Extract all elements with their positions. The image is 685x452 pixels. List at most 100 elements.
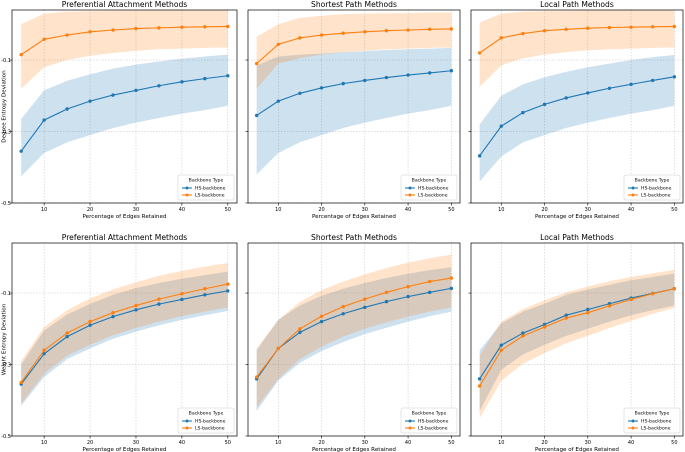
legend-box — [623, 407, 681, 434]
data-point-ls — [203, 287, 207, 291]
x-tick-label: 20 — [541, 440, 547, 446]
data-point-ls — [449, 27, 454, 31]
series-line-ls — [20, 283, 228, 383]
data-point-hs — [226, 74, 230, 78]
data-point-ls — [499, 348, 503, 352]
legend-marker-hs — [631, 186, 635, 190]
x-tick-label: 40 — [628, 207, 634, 213]
data-point-hs — [406, 73, 410, 77]
panel-title: Local Path Methods — [540, 0, 614, 9]
y-tick-label: -0.1 — [1, 58, 11, 64]
data-point-ls — [629, 25, 633, 29]
data-point-hs — [319, 86, 324, 90]
data-point-ls — [180, 292, 184, 296]
x-tick-label: 50 — [671, 207, 677, 213]
data-point-ls — [542, 29, 547, 33]
data-point-ls — [521, 31, 525, 36]
confidence-band-hs — [479, 55, 675, 182]
data-point-ls — [651, 292, 655, 296]
y-tick-label: -0.1 — [1, 291, 11, 297]
x-tick-label: 50 — [225, 440, 231, 446]
x-tick-label: 30 — [585, 440, 591, 446]
y-axis-label: Degree Entropy Deviation — [2, 70, 8, 143]
data-point-ls — [607, 304, 612, 308]
data-point-ls — [651, 25, 655, 29]
x-axis-label: Percentage of Edges Retained — [535, 447, 619, 452]
x-tick-label: 20 — [541, 207, 547, 213]
data-point-hs — [19, 149, 23, 153]
legend-marker-ls — [631, 426, 635, 430]
data-point-ls — [477, 51, 482, 55]
x-tick-label: 30 — [133, 207, 139, 213]
x-tick-label: 30 — [362, 440, 368, 446]
legend-marker-hs — [185, 186, 189, 190]
confidence-band-hs — [21, 271, 228, 406]
series-line-ls — [256, 277, 452, 378]
data-point-ls — [88, 30, 92, 34]
legend-marker-hs — [408, 186, 412, 190]
panel-title: Shortest Path Methods — [311, 233, 397, 242]
confidence-band-ls — [479, 269, 675, 419]
x-tick-label: 50 — [225, 207, 231, 213]
data-point-ls — [134, 303, 138, 308]
x-tick-label: 20 — [87, 440, 93, 446]
data-point-hs — [499, 124, 503, 128]
confidence-band-ls — [256, 254, 452, 408]
x-tick-label: 20 — [318, 207, 324, 213]
data-point-hs — [157, 84, 161, 88]
data-point-ls — [607, 25, 612, 30]
data-point-hs — [42, 352, 46, 356]
y-tick-label: -0.3 — [1, 129, 11, 135]
data-point-ls — [203, 25, 207, 29]
legend-label-ls: LS-backbone — [641, 193, 671, 199]
data-point-hs — [607, 86, 612, 90]
data-point-ls — [42, 348, 46, 352]
legend-title: Backbone Type — [189, 178, 224, 184]
legend-label-ls: LS-backbone — [195, 426, 225, 432]
x-tick-label: 10 — [41, 440, 47, 446]
x-axis-label: Percentage of Edges Retained — [535, 214, 619, 220]
y-tick-label: -0.3 — [1, 362, 11, 368]
series-line-ls — [479, 25, 675, 54]
legend-box — [400, 407, 458, 434]
x-axis-label: Percentage of Edges Retained — [83, 214, 167, 220]
data-point-ls — [341, 31, 345, 35]
data-point-ls — [363, 297, 367, 301]
x-tick-label: 50 — [448, 440, 454, 446]
legend-label-hs: HS-backbone — [641, 186, 672, 192]
x-tick-label: 30 — [133, 440, 139, 446]
data-point-hs — [499, 343, 503, 347]
data-point-hs — [65, 107, 69, 111]
data-point-ls — [542, 325, 547, 329]
confidence-band-hs — [256, 267, 452, 411]
data-point-hs — [180, 297, 184, 302]
x-tick-label: 10 — [498, 207, 504, 213]
data-point-hs — [449, 286, 454, 291]
data-point-hs — [564, 313, 568, 317]
x-axis-label: Percentage of Edges Retained — [312, 214, 396, 220]
x-tick-label: 30 — [362, 207, 368, 213]
data-point-ls — [276, 42, 280, 47]
confidence-band-hs — [21, 54, 228, 177]
data-point-ls — [254, 61, 259, 66]
x-tick-label: 50 — [671, 440, 677, 446]
chart-panel-4: 10 20 30 40 50 -0.1 -0.3 -0.5 Preferential Attac… — [1, 233, 238, 452]
data-point-hs — [629, 82, 633, 87]
data-point-hs — [42, 118, 46, 122]
data-point-ls — [629, 297, 633, 302]
x-tick-label: 10 — [498, 440, 504, 446]
x-axis-label: Percentage of Edges Retained — [312, 447, 396, 452]
data-point-hs — [477, 377, 482, 381]
confidence-band-hs — [479, 273, 675, 411]
data-point-hs — [88, 323, 92, 327]
plot-frame — [11, 242, 238, 437]
data-point-ls — [111, 28, 115, 32]
data-point-ls — [521, 334, 525, 338]
series-line-ls — [20, 25, 228, 56]
data-point-ls — [319, 314, 324, 318]
confidence-band-hs — [256, 47, 452, 175]
